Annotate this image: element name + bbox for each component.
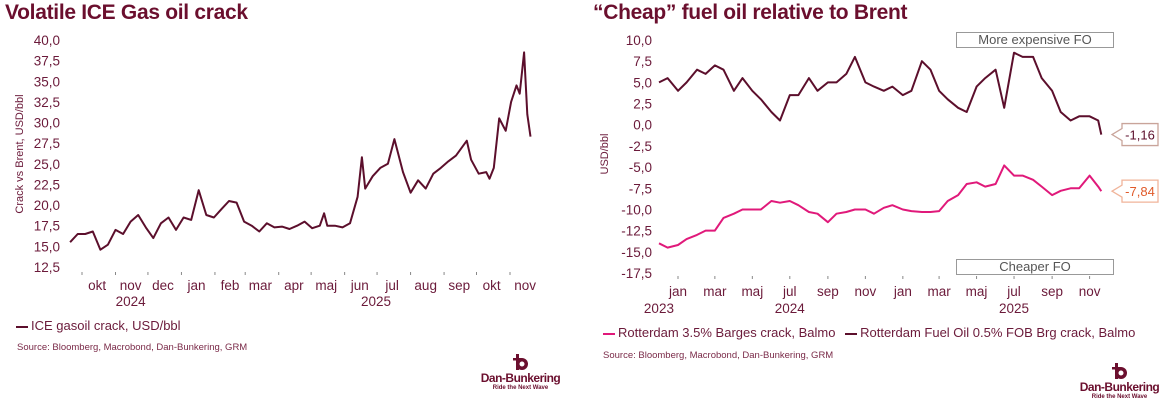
legend-label-gasoil: ICE gasoil crack, USD/bbl (31, 318, 181, 333)
y-tick-label: -17,5 (621, 266, 652, 281)
x-tick-label: jan (668, 284, 687, 299)
logo-icon (512, 354, 528, 370)
x-tick-label: okt (483, 278, 501, 293)
y-tick-label: 35,0 (34, 74, 60, 89)
right-legend: Rotterdam 3.5% Barges crack, Balmo Rotte… (603, 325, 1135, 340)
y-tick-label: 40,0 (34, 33, 60, 48)
x-year-label: 2025 (999, 301, 1029, 316)
y-tick-label: 2,5 (633, 97, 652, 112)
y-tick-label: 20,0 (34, 198, 60, 213)
left-source: Source: Bloomberg, Macrobond, Dan-Bunker… (17, 342, 248, 353)
y-tick-label: 27,5 (34, 136, 60, 151)
y-tick-label: -10,0 (621, 202, 652, 217)
x-tick-label: dec (152, 278, 174, 293)
y-tick-label: 5,0 (633, 75, 652, 90)
y-tick-label: -5,0 (629, 160, 652, 175)
y-tick-label: 7,5 (633, 54, 652, 69)
x-year-label: 2025 (361, 294, 391, 309)
x-tick-label: maj (315, 278, 337, 293)
series-line-gasoil (69, 51, 532, 251)
x-tick-label: nov (854, 284, 876, 299)
last-value-fo05-box (1110, 122, 1159, 147)
legend-swatch-hsfo (603, 332, 615, 335)
x-tick-label: maj (966, 284, 988, 299)
logo-name: Dan-Bunkering (480, 371, 561, 385)
y-tick-label: 25,0 (34, 157, 60, 172)
x-tick-label: jul (782, 284, 797, 299)
x-tick-label: jan (187, 278, 206, 293)
x-tick-label: nov (120, 278, 142, 293)
x-year-label: 2024 (775, 301, 806, 316)
y-tick-label: 17,5 (34, 219, 60, 234)
x-year-label: 2024 (116, 294, 147, 309)
annotation-cheaper: Cheaper FO (956, 259, 1114, 275)
last-value-hsfo: -7,84 (1125, 184, 1155, 199)
x-tick-label: feb (221, 278, 240, 293)
x-tick-label: apr (284, 278, 304, 293)
left-legend: ICE gasoil crack, USD/bbl (16, 318, 181, 333)
left-logo: Dan-Bunkering Ride the Next Wave (478, 353, 563, 391)
y-tick-label: -7,5 (629, 181, 652, 196)
annotation-more-expensive: More expensive FO (956, 32, 1114, 48)
x-tick-label: jul (384, 278, 399, 293)
x-tick-label: mar (703, 284, 727, 299)
y-tick-label: -15,0 (621, 245, 652, 260)
y-tick-label: -2,5 (629, 139, 652, 154)
legend-label-hsfo: Rotterdam 3.5% Barges crack, Balmo (618, 325, 836, 340)
right-logo: Dan-Bunkering Ride the Next Wave (1077, 362, 1162, 400)
x-tick-label: sep (1041, 284, 1063, 299)
left-chart-title: Volatile ICE Gas oil crack (5, 1, 248, 24)
y-tick-label: 12,5 (34, 260, 60, 275)
series-line-fo05 (658, 51, 1103, 135)
y-tick-label: -12,5 (621, 224, 652, 239)
series-line-hsfo (658, 164, 1103, 249)
y-tick-label: 22,5 (34, 177, 60, 192)
x-year-label: 2023 (644, 301, 674, 316)
x-tick-label: aug (414, 278, 437, 293)
legend-swatch-gasoil (16, 325, 28, 328)
logo-tagline: Ride the Next Wave (1091, 394, 1148, 400)
last-value-hsfo-box (1110, 179, 1159, 203)
legend-swatch-fo05 (845, 332, 858, 335)
y-tick-label: 15,0 (34, 239, 60, 254)
x-tick-label: sep (448, 278, 470, 293)
x-tick-label: mar (927, 284, 951, 299)
y-tick-label: 0,0 (633, 118, 652, 133)
x-tick-label: jan (893, 284, 912, 299)
logo-icon (1111, 363, 1127, 379)
x-tick-label: sep (817, 284, 839, 299)
x-tick-label: jul (1006, 284, 1021, 299)
logo-tagline: Ride the Next Wave (492, 385, 549, 391)
logo-name: Dan-Bunkering (1079, 380, 1160, 394)
x-tick-label: mar (249, 278, 273, 293)
x-tick-label: maj (741, 284, 763, 299)
y-tick-label: 37,5 (34, 54, 60, 69)
right-source: Source: Bloomberg, Macrobond, Dan-Bunker… (603, 350, 834, 361)
right-chart-title: “Cheap” fuel oil relative to Brent (593, 1, 908, 24)
last-value-fo05: -1,16 (1125, 128, 1155, 143)
x-tick-label: okt (88, 278, 106, 293)
x-tick-label: nov (1079, 284, 1101, 299)
x-tick-label: nov (514, 278, 536, 293)
y-tick-label: 10,0 (626, 33, 652, 48)
legend-label-fo05: Rotterdam Fuel Oil 0.5% FOB Brg crack, B… (860, 325, 1136, 340)
y-tick-label: 32,5 (34, 95, 60, 110)
x-tick-label: jun (350, 278, 369, 293)
y-tick-label: 30,0 (34, 116, 60, 131)
